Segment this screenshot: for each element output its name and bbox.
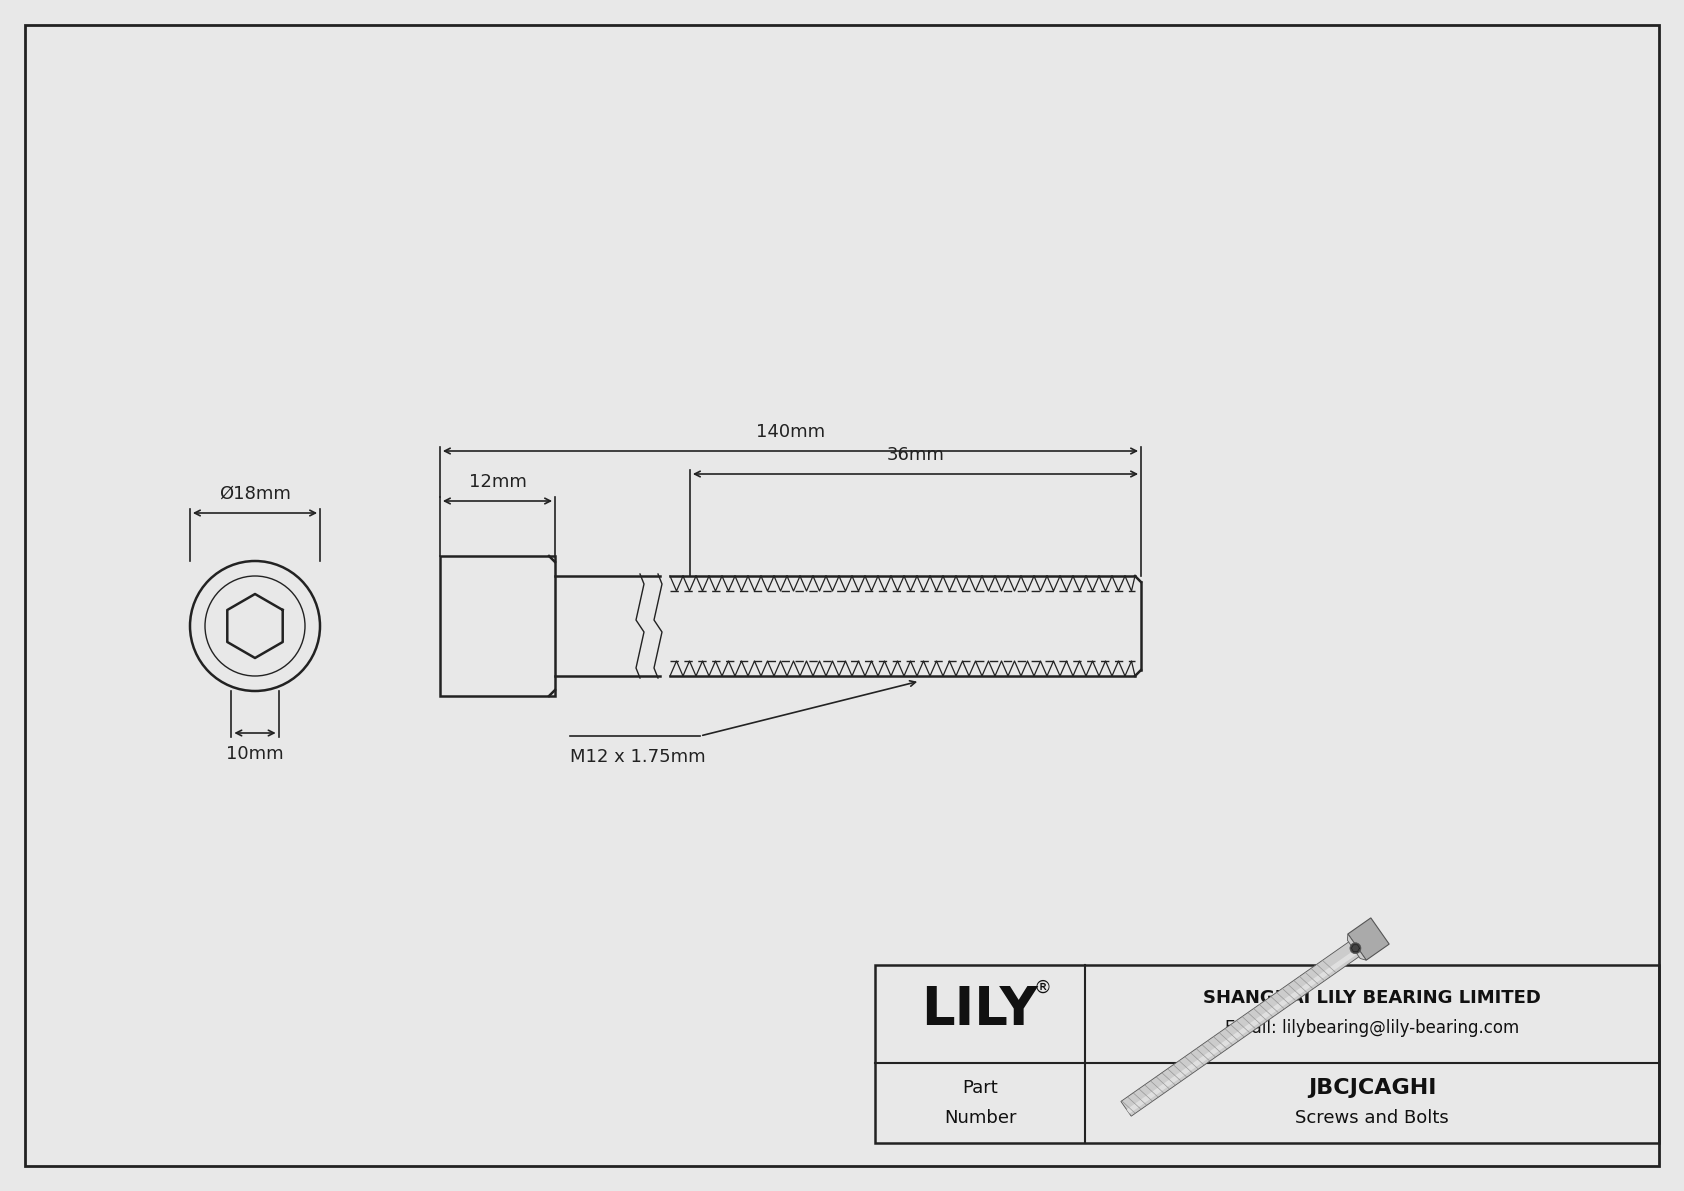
Text: JBCJCAGHI: JBCJCAGHI (1308, 1078, 1436, 1098)
Bar (440, 556, 556, 696)
Text: Screws and Bolts: Screws and Bolts (1295, 1109, 1448, 1127)
Polygon shape (1347, 934, 1366, 960)
Text: SHANGHAI LILY BEARING LIMITED: SHANGHAI LILY BEARING LIMITED (1202, 989, 1541, 1008)
Text: LILY: LILY (921, 984, 1039, 1036)
Text: M12 x 1.75mm: M12 x 1.75mm (569, 748, 706, 766)
Text: 36mm: 36mm (886, 445, 945, 464)
Polygon shape (1347, 918, 1389, 960)
Bar (876, 965, 1659, 1143)
Polygon shape (1122, 940, 1362, 1116)
Text: 12mm: 12mm (468, 473, 527, 491)
Text: Email: lilybearing@lily-bearing.com: Email: lilybearing@lily-bearing.com (1224, 1019, 1519, 1037)
Polygon shape (1127, 948, 1361, 1114)
Text: 10mm: 10mm (226, 746, 285, 763)
Text: 140mm: 140mm (756, 423, 825, 441)
Text: ®: ® (1034, 979, 1052, 997)
Circle shape (1351, 943, 1361, 954)
Text: Ø18mm: Ø18mm (219, 485, 291, 503)
Text: Part
Number: Part Number (943, 1079, 1015, 1127)
